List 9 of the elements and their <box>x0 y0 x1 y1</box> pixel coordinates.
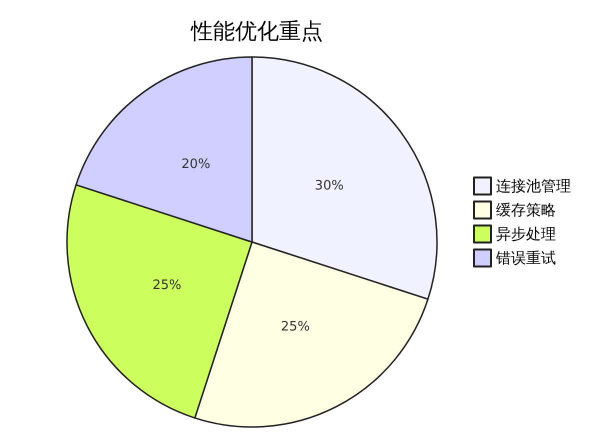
data-label: 25% <box>152 278 182 293</box>
data-label: 30% <box>314 178 344 194</box>
chart-title: 性能优化重点 <box>190 20 323 44</box>
legend-label: 缓存策略 <box>496 201 556 219</box>
legend-label: 错误重试 <box>495 249 556 267</box>
legend-label: 异步处理 <box>496 225 556 243</box>
data-label: 25% <box>280 320 310 335</box>
legend-label: 连接池管理 <box>496 177 571 195</box>
data-label: 20% <box>181 157 210 172</box>
